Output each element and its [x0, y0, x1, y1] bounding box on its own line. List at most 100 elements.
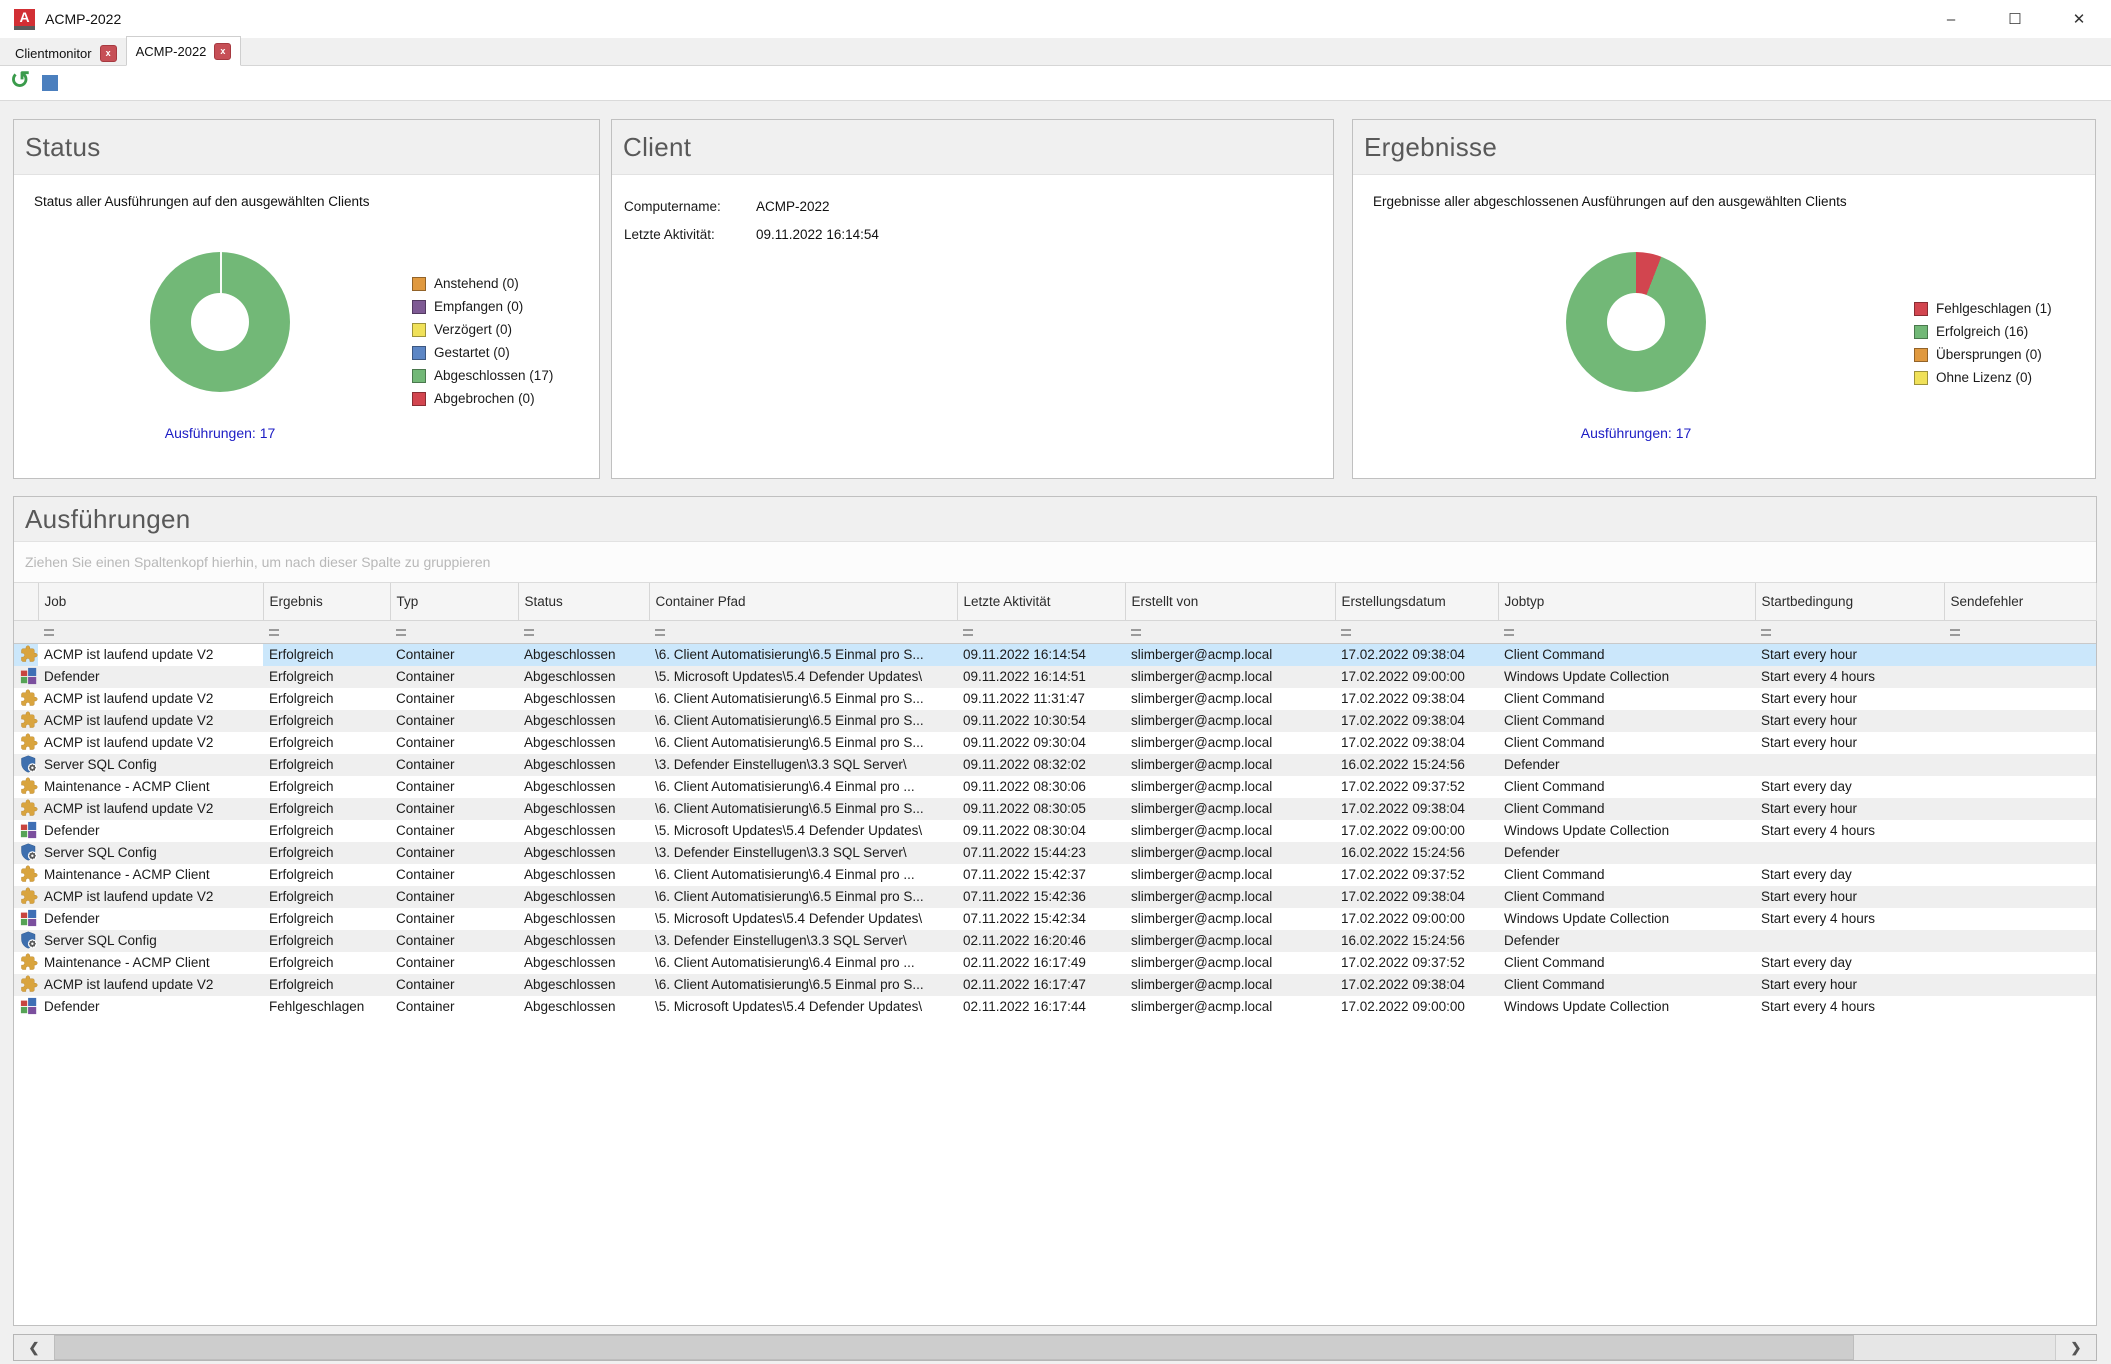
table-row[interactable]: Server SQL Config Erfolgreich Container Abg… — [14, 754, 2096, 776]
client-panel-title: Client — [623, 131, 692, 162]
filter-equals-icon[interactable] — [1341, 629, 1351, 636]
column-header-letzte[interactable]: Letzte Aktivität — [957, 583, 1126, 621]
refresh-button[interactable]: ↺ — [10, 67, 31, 94]
filter-cell-job[interactable] — [38, 620, 263, 644]
filter-equals-icon[interactable] — [269, 629, 279, 636]
tab-clientmonitor[interactable]: Clientmonitor x — [6, 41, 126, 65]
table-row[interactable]: ACMP ist laufend update V2 Erfolgreich Con… — [14, 710, 2096, 732]
filter-equals-icon[interactable] — [963, 629, 973, 636]
cell-start: Start every day — [1761, 867, 1852, 882]
status-donut-chart — [150, 252, 290, 392]
cell-letzte: 07.11.2022 15:44:23 — [963, 845, 1086, 860]
filter-equals-icon[interactable] — [655, 629, 665, 636]
app-logo-letter: A — [19, 9, 30, 25]
tab-close-icon[interactable]: x — [99, 44, 117, 62]
column-header-sende[interactable]: Sendefehler — [1944, 583, 2097, 621]
filter-cell-start[interactable] — [1755, 620, 1944, 644]
table-row[interactable]: ACMP ist laufend update V2 Erfolgreich Con… — [14, 974, 2096, 996]
table-row[interactable]: ACMP ist laufend update V2 Erfolgreich Con… — [14, 886, 2096, 908]
filter-cell-pfad[interactable] — [649, 620, 957, 644]
cell-status: Abgeschlossen — [524, 691, 616, 706]
maximize-button[interactable]: ☐ — [2008, 11, 2022, 28]
cell-pfad: \6. Client Automatisierung\6.4 Einmal pr… — [655, 955, 915, 970]
filter-equals-icon[interactable] — [44, 629, 54, 636]
legend-item: Abgebrochen (0) — [412, 387, 553, 410]
horizontal-scrollbar[interactable]: ❮ ❯ — [13, 1334, 2097, 1361]
column-header-jobtyp[interactable]: Jobtyp — [1498, 583, 1756, 621]
table-row[interactable]: Server SQL Config Erfolgreich Container Abg… — [14, 930, 2096, 952]
cell-datum: 17.02.2022 09:38:04 — [1341, 977, 1465, 992]
column-header-pfad[interactable]: Container Pfad — [649, 583, 958, 621]
filter-equals-icon[interactable] — [1504, 629, 1514, 636]
legend-swatch — [412, 391, 426, 406]
column-header-status[interactable]: Status — [518, 583, 650, 621]
stop-button[interactable] — [42, 75, 59, 91]
table-row[interactable]: Defender Fehlgeschlagen Container Abgeschlo… — [14, 996, 2096, 1018]
table-row[interactable]: Maintenance - ACMP Client Erfolgreich Cont… — [14, 776, 2096, 798]
scroll-left-button[interactable]: ❮ — [14, 1335, 55, 1360]
cell-jobtyp: Windows Update Collection — [1504, 999, 1670, 1014]
column-header-typ[interactable]: Typ — [390, 583, 519, 621]
cell-jobtyp: Defender — [1504, 933, 1560, 948]
filter-cell-status[interactable] — [518, 620, 649, 644]
column-header-datum[interactable]: Erstellungsdatum — [1335, 583, 1499, 621]
column-header-erstellt[interactable]: Erstellt von — [1125, 583, 1336, 621]
legend-label: Anstehend (0) — [434, 276, 519, 291]
cell-ergebnis: Erfolgreich — [269, 867, 334, 882]
table-row[interactable]: Maintenance - ACMP Client Erfolgreich Cont… — [14, 952, 2096, 974]
table-row[interactable]: Defender Erfolgreich Container Abgeschlosse… — [14, 908, 2096, 930]
table-row[interactable]: ACMP ist laufend update V2 Erfolgreich Con… — [14, 688, 2096, 710]
cell-pfad: \3. Defender Einstellugen\3.3 SQL Server… — [655, 933, 907, 948]
filter-equals-icon[interactable] — [524, 629, 534, 636]
cell-status: Abgeschlossen — [524, 999, 616, 1014]
donut-segment-divider — [220, 252, 222, 322]
table-row[interactable]: Defender Erfolgreich Container Abgeschlosse… — [14, 820, 2096, 842]
scrollbar-thumb[interactable] — [54, 1335, 1854, 1360]
filter-cell-sende[interactable] — [1944, 620, 2096, 644]
filter-cell-erstellt[interactable] — [1125, 620, 1335, 644]
client-panel-header: Client — [612, 120, 1333, 175]
results-donut-chart — [1566, 252, 1706, 392]
results-panel: Ergebnisse Ergebnisse aller abgeschlosse… — [1352, 119, 2096, 479]
filter-cell-icon[interactable] — [14, 620, 38, 644]
cell-typ: Container — [396, 801, 455, 816]
filter-equals-icon[interactable] — [1131, 629, 1141, 636]
filter-equals-icon[interactable] — [1761, 629, 1771, 636]
cell-letzte: 09.11.2022 08:30:06 — [963, 779, 1086, 794]
column-header-ergebnis[interactable]: Ergebnis — [263, 583, 391, 621]
table-row[interactable]: ACMP ist laufend update V2 Erfolgreich Con… — [14, 798, 2096, 820]
legend-swatch — [412, 276, 426, 291]
column-header-icon[interactable] — [14, 583, 39, 621]
legend-item: Anstehend (0) — [412, 272, 553, 295]
column-header-job[interactable]: Job — [38, 583, 264, 621]
table-row[interactable]: ACMP ist laufend update V2 Erfolgreich Con… — [14, 643, 2096, 666]
cell-typ: Container — [396, 867, 455, 882]
filter-cell-letzte[interactable] — [957, 620, 1125, 644]
group-by-hint[interactable]: Ziehen Sie einen Spaltenkopf hierhin, um… — [14, 542, 2096, 583]
filter-cell-datum[interactable] — [1335, 620, 1498, 644]
minimize-button[interactable]: – — [1946, 10, 1956, 28]
table-row[interactable]: Maintenance - ACMP Client Erfolgreich Cont… — [14, 864, 2096, 886]
filter-equals-icon[interactable] — [1950, 629, 1960, 636]
filter-cell-ergebnis[interactable] — [263, 620, 390, 644]
cell-erstellt: slimberger@acmp.local — [1131, 647, 1273, 662]
table-row[interactable]: Defender Erfolgreich Container Abgeschlosse… — [14, 666, 2096, 688]
table-row[interactable]: ACMP ist laufend update V2 Erfolgreich Con… — [14, 732, 2096, 754]
cell-start: Start every hour — [1761, 977, 1858, 992]
cell-jobtyp: Windows Update Collection — [1504, 669, 1670, 684]
toolbar: ↺ — [0, 66, 2111, 101]
cell-erstellt: slimberger@acmp.local — [1131, 823, 1273, 838]
puzzle-icon — [14, 974, 38, 996]
legend-swatch — [1914, 324, 1928, 339]
filter-equals-icon[interactable] — [396, 629, 406, 636]
cell-ergebnis: Erfolgreich — [269, 889, 334, 904]
close-button[interactable]: ✕ — [2072, 11, 2086, 28]
cell-ergebnis: Erfolgreich — [269, 911, 334, 926]
tab-acmp-2022[interactable]: ACMP-2022 x — [125, 36, 242, 66]
column-header-start[interactable]: Startbedingung — [1755, 583, 1945, 621]
filter-cell-typ[interactable] — [390, 620, 518, 644]
scroll-right-button[interactable]: ❯ — [2055, 1335, 2096, 1360]
tab-close-icon[interactable]: x — [214, 42, 232, 60]
filter-cell-jobtyp[interactable] — [1498, 620, 1755, 644]
table-row[interactable]: Server SQL Config Erfolgreich Container Abg… — [14, 842, 2096, 864]
